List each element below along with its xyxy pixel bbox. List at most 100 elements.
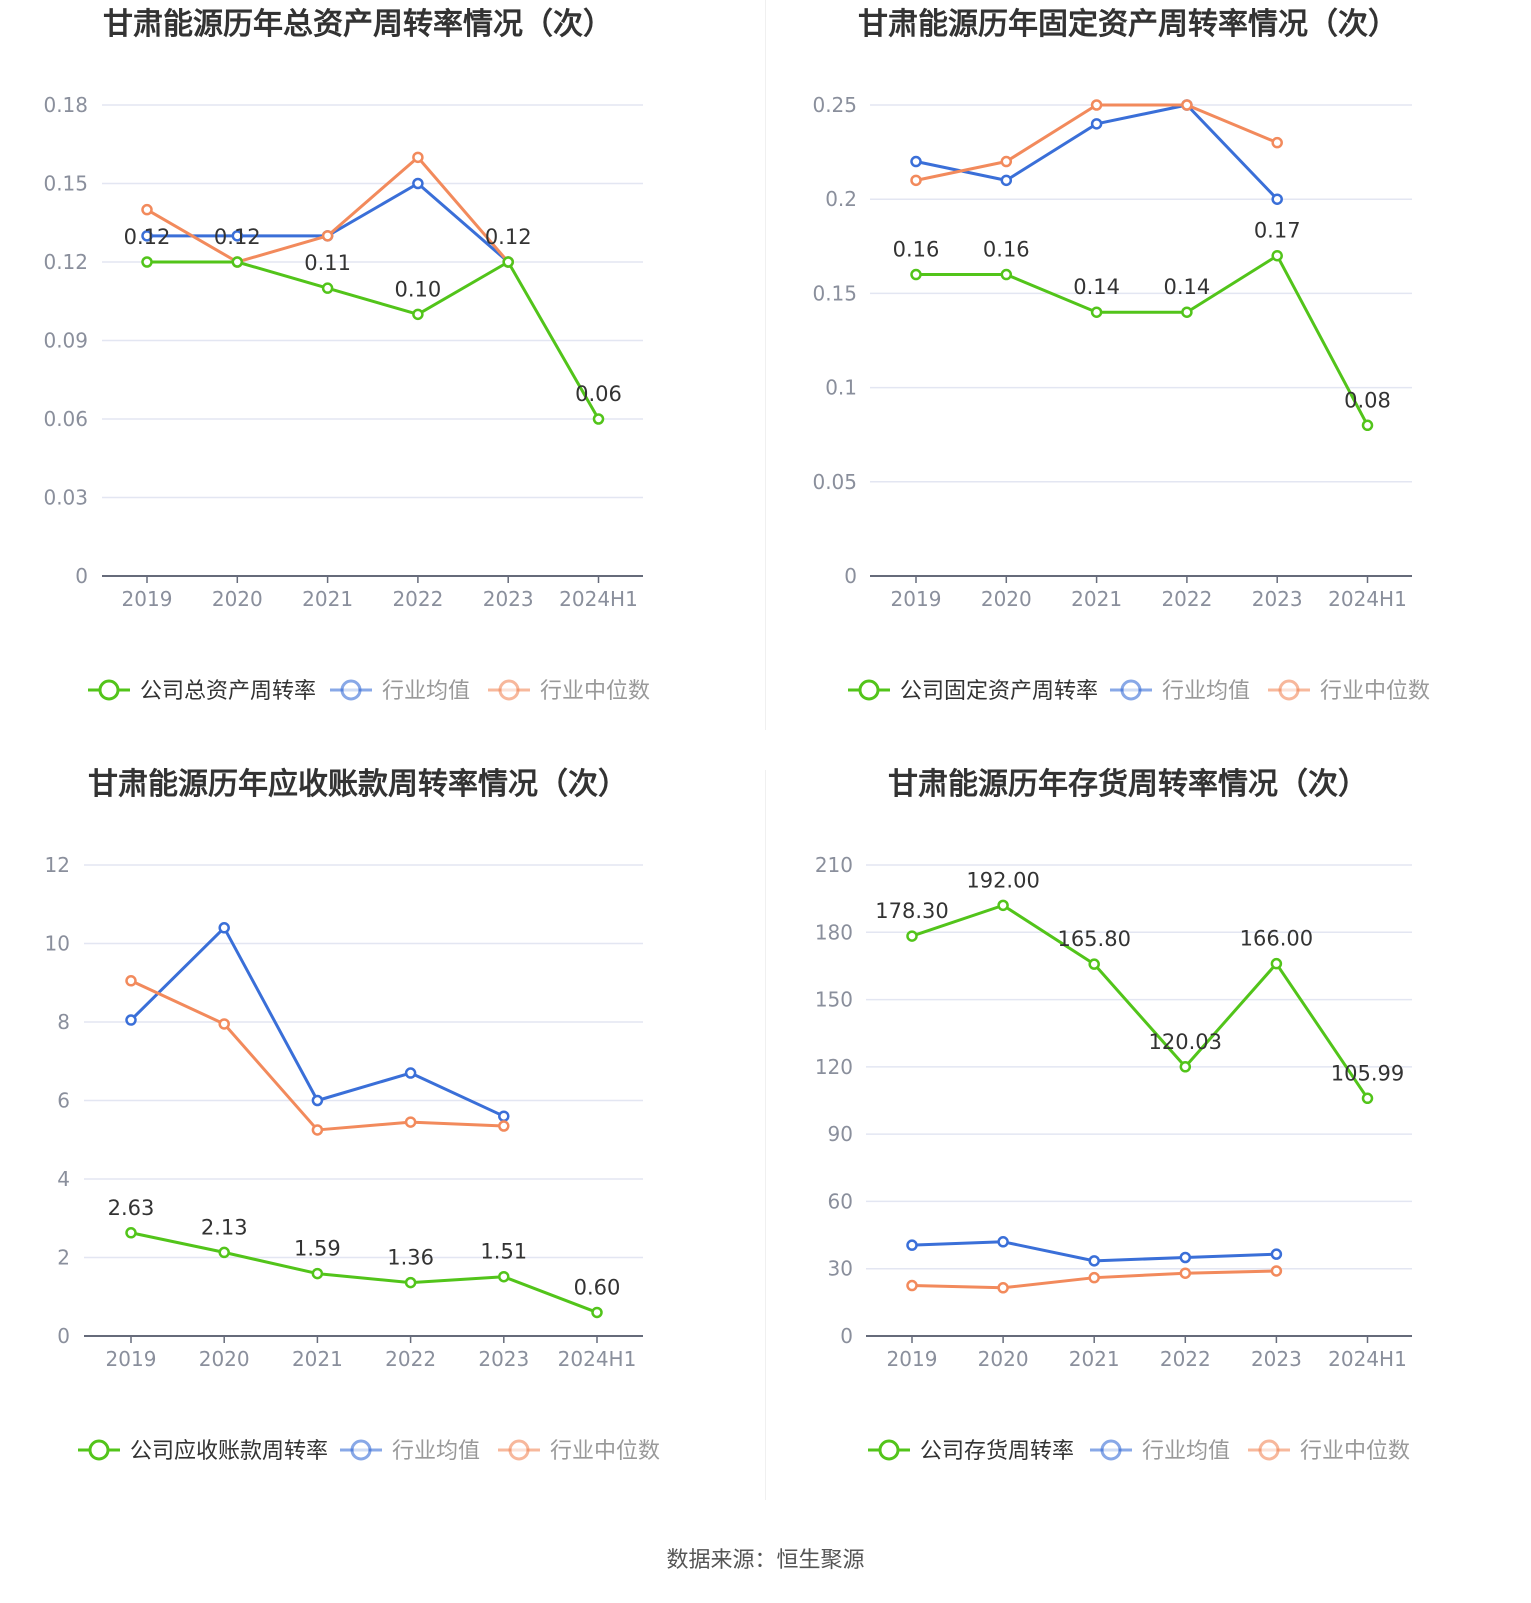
legend-label: 行业中位数 — [1300, 1439, 1410, 1464]
series-line — [147, 260, 600, 420]
series-line — [916, 254, 1369, 426]
legend-marker — [1278, 679, 1300, 701]
x-tick-label: 2024H1 — [1328, 587, 1407, 611]
y-tick-label: 0.03 — [43, 486, 88, 510]
data-point — [997, 899, 1009, 912]
data-point — [321, 282, 334, 294]
data-label: 2.63 — [108, 1196, 155, 1220]
x-tick-label: 2020 — [212, 587, 263, 611]
y-tick-label: 60 — [828, 1189, 853, 1213]
data-label: 0.16 — [983, 238, 1030, 262]
data-point — [906, 930, 918, 942]
y-tick-label: 2 — [57, 1246, 70, 1270]
chart-group: 甘肃能源历年总资产周转率情况（次） 0 0.03 0.06 0.09 0.12 0.15 0.… — [43, 7, 650, 704]
data-point — [502, 256, 514, 268]
data-point — [141, 203, 153, 216]
chart-svg-receivables: 甘肃能源历年应收账款周转率情况（次） 0 2 4 6 8 10 12 2019 2020 2021 2… — [45, 767, 660, 1464]
chart-group: 甘肃能源历年应收账款周转率情况（次） 0 2 4 6 8 10 12 2019 2020 2021 2… — [45, 767, 660, 1464]
data-point — [1271, 136, 1283, 149]
chart-title: 甘肃能源历年存货周转率情况（次） — [888, 767, 1368, 802]
y-tick-label: 8 — [57, 1010, 70, 1034]
data-source-label: 数据来源：恒生聚源 — [666, 1548, 865, 1573]
y-tick-label: 0.18 — [43, 93, 88, 117]
chart-fixed-asset-turnover: 甘肃能源历年固定资产周转率情况（次） 0 0.05 0.1 0.15 0.2 0.25 201… — [765, 0, 1530, 780]
data-point — [498, 1270, 510, 1283]
data-point — [311, 1124, 324, 1136]
data-point — [906, 1279, 918, 1292]
legend-label: 公司存货周转率 — [920, 1439, 1074, 1464]
data-point — [404, 1276, 417, 1289]
legend-marker — [350, 1439, 372, 1461]
data-point — [231, 256, 244, 268]
legend-marker — [878, 1439, 900, 1461]
y-tick-label: 180 — [815, 920, 853, 944]
data-label: 0.12 — [124, 225, 171, 249]
legend-label: 公司应收账款周转率 — [130, 1439, 328, 1464]
data-point — [906, 1239, 918, 1251]
chart-svg-total-asset: 甘肃能源历年总资产周转率情况（次） 0 0.03 0.06 0.09 0.12 0.15 0.… — [43, 7, 650, 704]
y-tick-label: 30 — [828, 1257, 853, 1281]
data-point — [910, 174, 922, 187]
data-point — [125, 1227, 137, 1239]
data-point — [218, 1246, 230, 1259]
data-point — [125, 975, 137, 987]
legend-label: 行业中位数 — [540, 679, 650, 704]
data-point — [498, 1110, 510, 1122]
data-point — [1088, 1271, 1100, 1284]
x-tick-label: 2021 — [302, 587, 353, 611]
x-tick-label: 2020 — [978, 1347, 1029, 1371]
series-line — [911, 903, 1369, 1100]
y-tick-label: 0.15 — [812, 281, 857, 305]
chart-svg-fixed-asset: 甘肃能源历年固定资产周转率情况（次） 0 0.05 0.1 0.15 0.2 0.25 201… — [812, 7, 1430, 704]
data-label: 1.59 — [294, 1237, 341, 1261]
data-point — [311, 1094, 324, 1107]
legend-label: 公司固定资产周转率 — [900, 679, 1098, 704]
legend-marker — [498, 679, 520, 701]
data-point — [1181, 306, 1193, 318]
data-point — [1000, 268, 1013, 281]
data-label: 178.30 — [875, 899, 948, 923]
data-label: 0.12 — [485, 225, 532, 249]
data-point — [412, 151, 424, 164]
x-tick-label: 2019 — [891, 587, 942, 611]
data-point — [910, 268, 922, 281]
x-tick-label: 2022 — [1161, 587, 1212, 611]
data-point — [141, 230, 153, 242]
x-tick-label: 2019 — [106, 1347, 157, 1371]
y-tick-label: 6 — [57, 1089, 70, 1113]
x-tick-label: 2021 — [292, 1347, 343, 1371]
data-point — [1270, 957, 1283, 970]
chart-receivables-turnover: 甘肃能源历年应收账款周转率情况（次） 0 2 4 6 8 10 12 2019 2020 2021 2… — [0, 765, 765, 1545]
chart-group: 甘肃能源历年存货周转率情况（次） 0 30 60 90 120 150 180 210 2019 2… — [815, 767, 1412, 1464]
legend-marker — [1120, 679, 1142, 701]
chart-total-asset-turnover: 甘肃能源历年总资产周转率情况（次） 0 0.03 0.06 0.09 0.12 0.15 0.… — [0, 0, 765, 780]
data-point — [1088, 958, 1100, 970]
data-point — [1271, 193, 1283, 205]
y-tick-label: 0 — [840, 1324, 853, 1348]
x-tick-label: 2022 — [385, 1347, 436, 1371]
x-tick-label: 2023 — [478, 1347, 529, 1371]
data-label: 0.60 — [574, 1275, 621, 1299]
data-point — [404, 1116, 417, 1128]
x-tick-label: 2024H1 — [558, 1347, 637, 1371]
chart-group: 甘肃能源历年固定资产周转率情况（次） 0 0.05 0.1 0.15 0.2 0.25 201… — [812, 7, 1430, 704]
data-label: 2.13 — [201, 1215, 248, 1239]
legend-marker — [1258, 1439, 1280, 1461]
data-label: 165.80 — [1057, 927, 1130, 951]
data-point — [1179, 1251, 1192, 1264]
data-label: 0.11 — [304, 251, 351, 275]
y-tick-label: 12 — [45, 853, 70, 877]
data-point — [125, 1014, 137, 1026]
x-tick-label: 2021 — [1069, 1347, 1120, 1371]
y-tick-label: 210 — [815, 853, 853, 877]
y-tick-label: 150 — [815, 988, 853, 1012]
data-label: 105.99 — [1331, 1061, 1404, 1085]
x-tick-label: 2024H1 — [1328, 1347, 1407, 1371]
data-point — [1179, 1061, 1192, 1073]
data-point — [591, 1306, 603, 1319]
series-line — [146, 155, 510, 264]
x-tick-label: 2023 — [1251, 1347, 1302, 1371]
data-label: 0.12 — [214, 225, 261, 249]
data-point — [1000, 155, 1013, 168]
data-label: 0.16 — [893, 238, 940, 262]
